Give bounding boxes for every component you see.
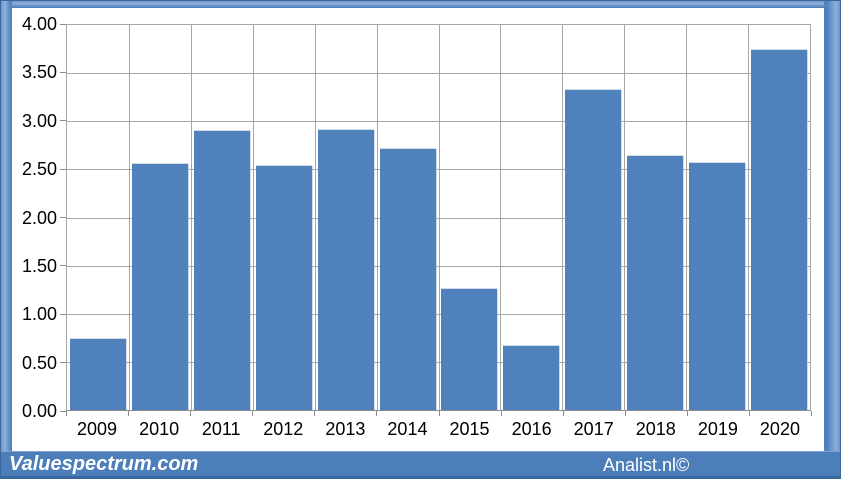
- y-tick-label: 2.00: [21, 207, 57, 228]
- x-tick-label: 2018: [635, 419, 676, 439]
- y-tick-mark: [60, 71, 66, 73]
- y-tick-label: 2.50: [21, 159, 57, 180]
- gridline-vertical: [314, 25, 316, 410]
- x-tick-label: 2013: [325, 419, 366, 439]
- frame-top: [1, 1, 840, 8]
- bar-2019: [689, 162, 746, 410]
- x-tick-mark: [66, 411, 67, 416]
- bar-2011: [193, 130, 250, 410]
- y-tick-mark: [60, 23, 66, 25]
- x-tick-mark: [748, 411, 750, 416]
- bar-2014: [379, 149, 436, 410]
- x-tick-label: 2020: [759, 419, 800, 439]
- x-tick-mark: [562, 411, 564, 416]
- bar-2017: [565, 90, 622, 410]
- x-tick-label: 2014: [387, 419, 428, 439]
- x-tick-mark: [128, 411, 130, 416]
- x-tick-mark: [686, 411, 688, 416]
- footer-brand-valuespectrum: Valuespectrum.com: [9, 453, 199, 475]
- x-tick-mark: [314, 411, 316, 416]
- bar-2016: [503, 346, 560, 410]
- y-tick-mark: [60, 168, 66, 170]
- x-tick-label: 2016: [511, 419, 552, 439]
- bar-2015: [441, 288, 498, 410]
- bar-2018: [627, 155, 684, 410]
- gridline-vertical: [686, 25, 688, 410]
- frame-right: [824, 1, 840, 478]
- gridline-vertical: [748, 25, 750, 410]
- gridline-vertical: [624, 25, 626, 410]
- gridline-vertical: [252, 25, 254, 410]
- footer-bar: Valuespectrum.com Analist.nl©: [1, 451, 840, 478]
- x-tick-mark: [376, 411, 378, 416]
- gridline-vertical: [438, 25, 440, 410]
- y-tick-label: 0.00: [21, 401, 57, 421]
- y-tick-label: 0.50: [21, 352, 57, 373]
- gridline-vertical: [562, 25, 564, 410]
- footer-brand-analist: Analist.nl©: [603, 455, 690, 475]
- y-tick-label: 3.50: [21, 62, 57, 83]
- x-tick-label: 2015: [449, 419, 490, 439]
- frame-left: [1, 1, 12, 478]
- gridline-vertical: [500, 25, 502, 410]
- gridline-vertical: [128, 25, 130, 410]
- x-tick-mark: [252, 411, 254, 416]
- y-tick-mark: [60, 313, 66, 315]
- x-tick-label: 2012: [263, 419, 304, 439]
- x-tick-mark: [438, 411, 440, 416]
- y-tick-mark: [60, 410, 66, 412]
- bar-2012: [255, 165, 312, 410]
- x-tick-mark: [624, 411, 626, 416]
- y-tick-mark: [60, 265, 66, 267]
- x-tick-mark: [811, 411, 812, 416]
- y-tick-mark: [60, 217, 66, 218]
- x-tick-mark: [190, 411, 192, 416]
- gridline-vertical: [190, 25, 192, 410]
- bar-2013: [317, 129, 374, 410]
- x-tick-label: 2009: [77, 419, 118, 439]
- y-tick-label: 1.50: [21, 255, 57, 276]
- plot-area: [66, 24, 811, 411]
- bar-2009: [69, 338, 126, 410]
- x-tick-label: 2019: [697, 419, 738, 439]
- y-tick-label: 1.00: [21, 304, 57, 325]
- x-tick-label: 2010: [139, 419, 180, 439]
- y-tick-mark: [60, 362, 66, 364]
- y-tick-label: 4.00: [21, 14, 57, 34]
- bar-2020: [751, 50, 808, 410]
- y-tick-mark: [60, 120, 66, 122]
- bar-2010: [131, 163, 188, 410]
- y-tick-label: 3.00: [21, 110, 57, 131]
- x-tick-label: 2011: [201, 419, 241, 439]
- x-tick-mark: [500, 411, 502, 416]
- x-tick-label: 2017: [573, 419, 614, 439]
- gridline-vertical: [376, 25, 378, 410]
